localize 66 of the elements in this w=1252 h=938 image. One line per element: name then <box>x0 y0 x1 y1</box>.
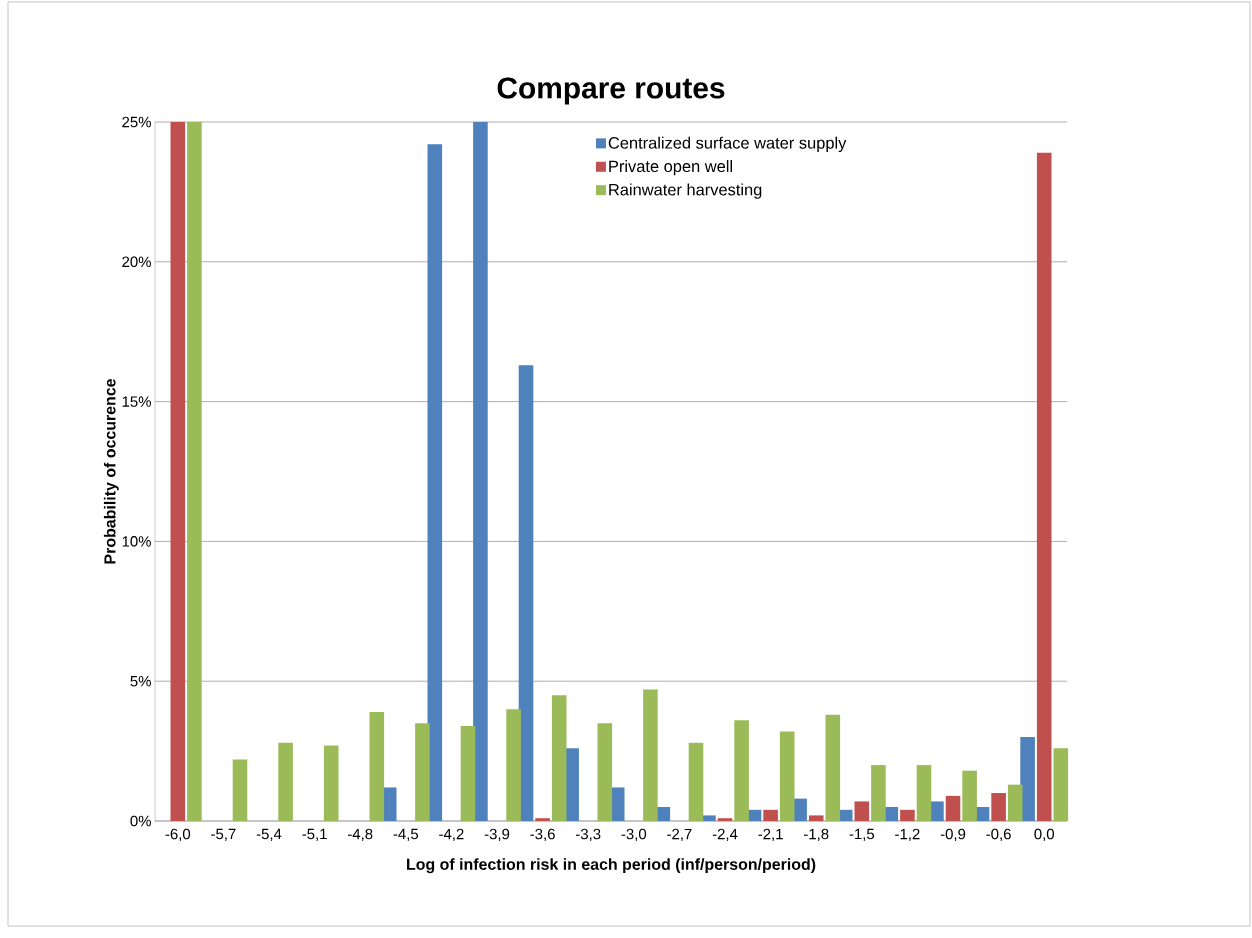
x-tick-label: -0,6 <box>986 828 1011 842</box>
bar <box>900 809 915 821</box>
bar <box>187 121 202 821</box>
x-axis-title: Log of infection risk in each period (inf/person/period) <box>407 858 816 874</box>
bar <box>1007 784 1023 821</box>
bar <box>871 765 886 821</box>
x-tick-label: -5,7 <box>211 828 236 841</box>
x-tick-label: 0,0 <box>1034 828 1055 842</box>
x-tick-label: -5,4 <box>256 828 282 841</box>
bar <box>1053 748 1069 821</box>
bar <box>1020 737 1035 821</box>
x-tick-label: -3,0 <box>621 828 647 842</box>
x-tick-label: -4,8 <box>347 828 373 842</box>
bar <box>170 121 186 821</box>
bar <box>460 725 476 821</box>
y-axis-title: Probability of occurence <box>103 379 119 564</box>
legend-label: Rainwater harvesting <box>609 183 762 199</box>
bar <box>945 795 961 821</box>
bar <box>551 695 567 821</box>
x-tick-label: -1,2 <box>895 828 920 842</box>
x-tick-label: -3,3 <box>575 828 601 842</box>
bar <box>369 711 385 821</box>
bar <box>1036 152 1052 821</box>
y-tick-label: 25% <box>122 116 151 128</box>
bar <box>232 759 248 821</box>
bar <box>991 793 1006 821</box>
x-tick-label: -1,8 <box>803 828 829 842</box>
bar <box>506 709 521 821</box>
legend-label: Private open well <box>609 160 732 176</box>
bar <box>518 365 534 821</box>
bar <box>688 742 704 821</box>
x-tick-label: -4,2 <box>439 828 464 842</box>
bar <box>808 815 824 821</box>
y-tick-label: 15% <box>122 396 151 407</box>
bar <box>278 742 293 821</box>
bar <box>962 770 977 821</box>
bar <box>916 765 932 821</box>
chart-title: Compare routes <box>497 77 725 105</box>
bar <box>323 745 339 821</box>
bar <box>717 818 733 821</box>
x-tick-label: -0,9 <box>940 828 966 842</box>
bar <box>825 714 841 821</box>
bar <box>643 689 658 821</box>
x-tick-label: -2,1 <box>758 828 783 842</box>
legend-label: Centralized surface water supply <box>608 136 847 152</box>
y-tick-label: 10% <box>122 536 151 547</box>
bar <box>473 121 488 821</box>
bar <box>597 723 613 821</box>
x-tick-label: -3,6 <box>530 828 555 842</box>
x-tick-label: -6,0 <box>165 828 191 842</box>
bar <box>779 731 795 821</box>
x-tick-label: -2,4 <box>712 828 738 842</box>
bar <box>734 720 749 821</box>
y-tick-label: 5% <box>130 675 151 687</box>
x-tick-label: -1,5 <box>849 828 875 841</box>
y-tick-label: 0% <box>130 815 151 827</box>
bar <box>763 809 778 821</box>
bar <box>854 801 870 821</box>
x-tick-label: -5,1 <box>302 828 327 841</box>
y-tick-label: 20% <box>122 256 151 268</box>
x-tick-label: -2,7 <box>667 828 692 842</box>
bar <box>535 818 550 821</box>
x-tick-label: -4,5 <box>393 828 419 841</box>
bar <box>427 144 443 821</box>
x-tick-label: -3,9 <box>484 828 510 842</box>
bar <box>415 723 430 821</box>
